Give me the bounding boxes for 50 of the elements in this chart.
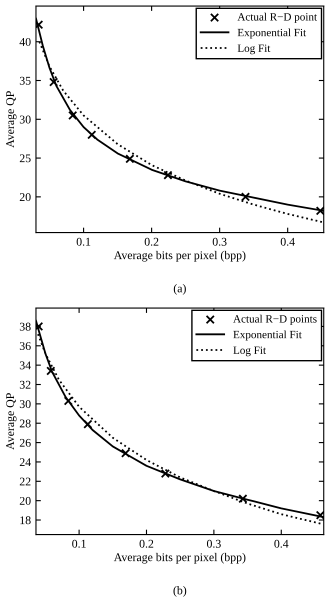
y-tick-label: 28 [20, 419, 31, 428]
y-tick-label: 32 [20, 380, 30, 389]
legend-label: Log Fit [238, 44, 270, 54]
text: (a) [174, 284, 186, 295]
x-tick-label: 0.2 [140, 540, 154, 548]
x-tick-label: 0.1 [76, 238, 90, 246]
x-tick-label: 0.3 [212, 238, 227, 246]
point [87, 130, 96, 140]
x-tick-label: 0.4 [280, 238, 295, 246]
point [64, 396, 73, 406]
y-axis-title: Average QP [6, 91, 17, 148]
legend-label: Log Fit [233, 346, 266, 356]
y-tick-label: 30 [20, 400, 31, 408]
legend-label: Exponential Fit [238, 28, 306, 39]
point [163, 170, 173, 180]
point [36, 20, 44, 30]
y-tick-label: 24 [20, 458, 31, 466]
point [238, 494, 248, 504]
point [160, 468, 170, 478]
legend-label: Exponential Fit [233, 330, 302, 341]
x-axis-title: Average bits per pixel (bpp) [114, 250, 246, 262]
y-axis-title: Average QP [6, 393, 17, 450]
text: (b) [173, 586, 186, 597]
point [121, 448, 130, 458]
y-tick-label: 20 [20, 193, 31, 202]
y-tick-label: 25 [20, 154, 31, 162]
point [49, 77, 58, 87]
x-tick-label: 0.1 [72, 540, 86, 548]
legend-label: Actual R−D points [233, 314, 317, 325]
point [68, 110, 78, 120]
point [83, 420, 92, 429]
x-axis-title: Average bits per pixel (bpp) [114, 552, 246, 564]
y-tick-label: 30 [20, 116, 31, 124]
y-tick-label: 22 [20, 478, 30, 486]
point [240, 192, 250, 202]
point [125, 154, 134, 164]
x-tick-label: 0.3 [206, 540, 221, 548]
y-tick-label: 20 [20, 496, 31, 505]
y-tick-label: 34 [20, 361, 31, 370]
y-tick-label: 40 [20, 38, 31, 46]
x-tick-label: 0.2 [144, 238, 158, 246]
point [46, 366, 56, 376]
y-tick-label: 38 [20, 322, 31, 331]
y-tick-label: 36 [20, 342, 31, 350]
point [36, 322, 44, 332]
legend-label: Actual R−D point [237, 12, 317, 23]
y-tick-label: 26 [20, 438, 31, 447]
y-tick-label: 18 [20, 516, 31, 524]
y-tick-label: 35 [20, 76, 31, 85]
x-tick-label: 0.4 [274, 540, 288, 548]
